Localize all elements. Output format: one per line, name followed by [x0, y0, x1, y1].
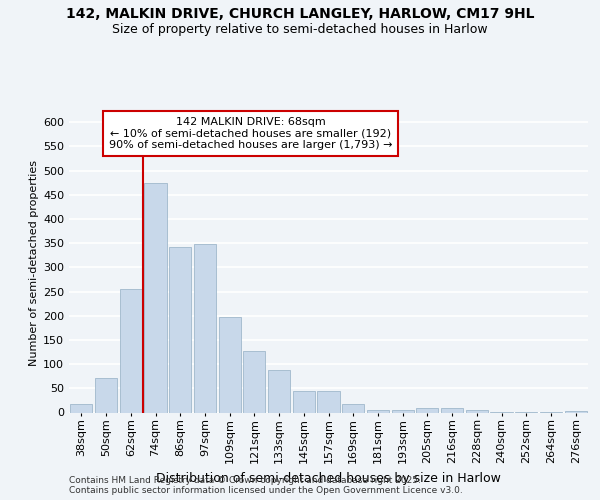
Bar: [317, 390, 340, 412]
Bar: [416, 408, 439, 412]
Bar: [145, 182, 167, 412]
Bar: [169, 247, 191, 412]
Bar: [392, 410, 414, 412]
Bar: [95, 378, 117, 412]
Bar: [367, 410, 389, 412]
Bar: [466, 410, 488, 412]
Bar: [119, 289, 142, 412]
Bar: [218, 316, 241, 412]
Bar: [194, 244, 216, 412]
Bar: [268, 370, 290, 412]
Bar: [565, 411, 587, 412]
Y-axis label: Number of semi-detached properties: Number of semi-detached properties: [29, 160, 39, 366]
Text: Size of property relative to semi-detached houses in Harlow: Size of property relative to semi-detach…: [112, 22, 488, 36]
Bar: [70, 404, 92, 412]
Text: 142 MALKIN DRIVE: 68sqm
← 10% of semi-detached houses are smaller (192)
90% of s: 142 MALKIN DRIVE: 68sqm ← 10% of semi-de…: [109, 117, 392, 150]
Text: Contains HM Land Registry data © Crown copyright and database right 2025.
Contai: Contains HM Land Registry data © Crown c…: [69, 476, 463, 495]
Bar: [441, 408, 463, 412]
Bar: [293, 390, 315, 412]
Bar: [243, 351, 265, 412]
X-axis label: Distribution of semi-detached houses by size in Harlow: Distribution of semi-detached houses by …: [156, 472, 501, 484]
Text: 142, MALKIN DRIVE, CHURCH LANGLEY, HARLOW, CM17 9HL: 142, MALKIN DRIVE, CHURCH LANGLEY, HARLO…: [66, 8, 534, 22]
Bar: [342, 404, 364, 412]
